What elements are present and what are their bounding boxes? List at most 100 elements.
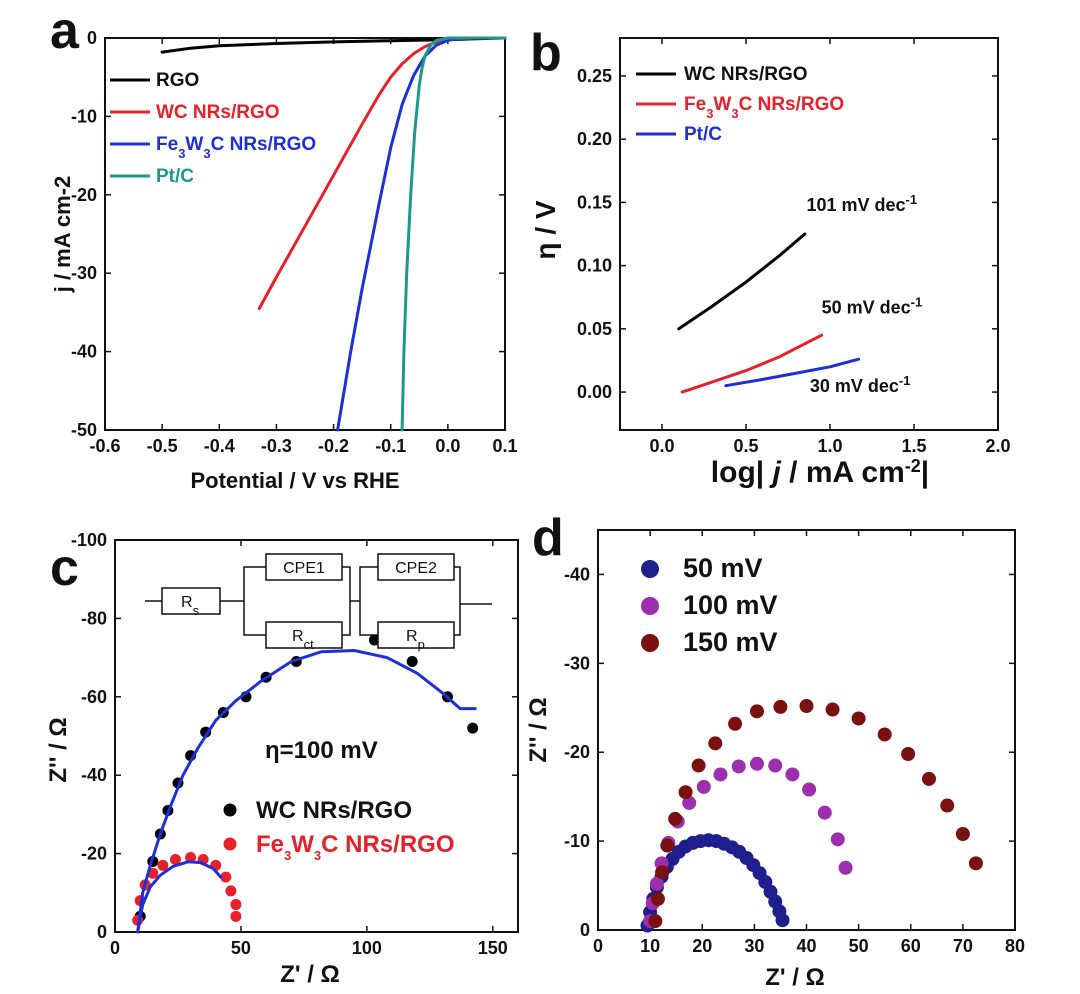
data-point-150-mv (921, 771, 936, 786)
legend-label-150-mv: 150 mV (683, 627, 778, 657)
circuit-rs-label: Rs (181, 594, 200, 618)
y-tick-label: -40 (81, 765, 107, 785)
y-tick-label: -20 (71, 185, 97, 205)
legend-marker-100-mv (641, 597, 659, 615)
legend-label-fe3w3c-nrs-rgo: Fe3W3C NRs/RGO (256, 831, 455, 863)
legend-label-wc-nrs-rgo: WC NRs/RGO (256, 797, 412, 824)
circuit-rs (161, 587, 221, 615)
equivalent-circuit: Rs CPE1 Rct CPE2 Rp (145, 553, 492, 652)
y-tick-label: 0.25 (577, 66, 612, 86)
x-tick-label: 70 (953, 936, 973, 956)
data-point-wc-nrs-rgo (368, 634, 380, 646)
y-tick-label: -20 (81, 844, 107, 864)
x-tick-label: 0.0 (649, 436, 674, 456)
x-axis-label: Z' / Ω (280, 961, 340, 988)
y-tick-label: -80 (81, 608, 107, 628)
x-tick-label: 40 (796, 936, 816, 956)
y-tick-label: -40 (71, 342, 97, 362)
slope-annotation: 101 mV dec-1 (806, 192, 917, 216)
plot-frame (104, 37, 506, 431)
x-tick-label: 150 (478, 938, 508, 958)
circuit-cpe1-label: CPE1 (283, 560, 325, 577)
x-tick-label: 80 (1005, 936, 1025, 956)
data-point-150-mv (660, 838, 675, 853)
slope-annotation: 30 mV dec-1 (810, 373, 911, 397)
data-point-150-mv (749, 704, 764, 719)
circuit-cpe2-label: CPE2 (395, 560, 437, 577)
circuit-wire (359, 566, 378, 636)
data-point-150-mv (648, 914, 663, 929)
x-tick-label: 10 (640, 936, 660, 956)
data-point-fe3w3c-nrs-rgo (225, 885, 237, 897)
data-point-150-mv (968, 856, 983, 871)
x-tick-label: 0.5 (733, 436, 758, 456)
x-tick-label: 60 (901, 936, 921, 956)
data-point-100-mv (785, 767, 800, 782)
panel-letter-b: b (530, 24, 562, 82)
x-tick-label: 0 (593, 936, 603, 956)
y-tick-label: 0.10 (577, 256, 612, 276)
y-tick-label: -20 (564, 742, 590, 762)
x-tick-label: -0.6 (89, 436, 120, 456)
data-point-100-mv (649, 876, 664, 891)
legend-label-wc-nrs-rgo: WC NRs/RGO (684, 64, 808, 85)
x-tick-label: 1.0 (817, 436, 842, 456)
data-point-150-mv (678, 785, 693, 800)
legend-marker-fe3w3c-nrs-rgo (223, 837, 237, 851)
x-tick-label: 0.1 (492, 436, 517, 456)
data-point-150-mv (691, 758, 706, 773)
y-tick-label: -30 (564, 653, 590, 673)
data-point-150-mv (877, 727, 892, 742)
x-tick-label: 30 (744, 936, 764, 956)
data-point-fe3w3c-nrs-rgo (169, 853, 181, 865)
x-tick-label: 1.5 (901, 436, 926, 456)
x-tick-label: -0.3 (261, 436, 292, 456)
data-point-100-mv (749, 756, 764, 771)
y-tick-label: 0.15 (577, 192, 612, 212)
x-axis-label: Potential / V vs RHE (190, 468, 399, 493)
panel-letter-d: d (532, 509, 564, 567)
data-point-100-mv (682, 795, 697, 810)
data-point-150-mv (799, 699, 814, 713)
data-point-150-mv (650, 891, 665, 906)
legend-label-pt-c: Pt/C (156, 166, 194, 187)
data-point-100-mv (830, 832, 845, 847)
data-point-150-mv (655, 865, 670, 880)
data-point-150-mv (668, 811, 683, 826)
panel-letter-c: c (50, 539, 79, 597)
series-line-wc-nrs-rgo (257, 36, 507, 310)
legend-marker-50-mv (641, 560, 659, 578)
y-tick-label: -10 (71, 106, 97, 126)
data-point-150-mv (708, 736, 723, 751)
circuit-cpe1 (265, 553, 343, 581)
panel-letter-a: a (50, 2, 80, 60)
legend-label-pt-c: Pt/C (684, 124, 722, 145)
data-point-150-mv (851, 711, 866, 726)
circuit-rp-label: Rp (406, 628, 425, 652)
circuit-wire (454, 566, 461, 636)
condition-annotation: η=100 mV (265, 737, 378, 764)
fit-curve-fe3w3c-nrs-rgo (136, 860, 223, 934)
data-point-fe3w3c-nrs-rgo (230, 899, 242, 911)
legend-label-50-mv: 50 mV (683, 553, 763, 583)
legend-marker-wc-nrs-rgo (223, 803, 237, 817)
y-axis-label: Z'' / Ω (45, 717, 72, 782)
series-line-pt-c (724, 357, 861, 388)
x-tick-label: -0.5 (147, 436, 178, 456)
x-axis-label: log| j / mA cm-2| (711, 456, 929, 489)
x-tick-label: 2.0 (985, 436, 1010, 456)
plot-frame (619, 37, 999, 431)
y-tick-label: 0 (97, 922, 107, 942)
y-axis-label: Z'' / Ω (525, 697, 552, 762)
panel-d-nyquist-chart: 0 10 20 30 40 50 60 70 80 0 -10 -20 -30 -40 50 mV 100 m… (525, 529, 1025, 991)
circuit-wire (243, 566, 266, 636)
series-line-fe3w3c-nrs-rgo (680, 333, 824, 394)
data-point-100-mv (731, 759, 746, 774)
x-tick-label: -0.1 (375, 436, 406, 456)
legend-label-wc-nrs-rgo: WC NRs/RGO (156, 102, 280, 123)
x-tick-label: 0.0 (435, 436, 460, 456)
x-tick-label: 0 (110, 938, 120, 958)
x-axis-label: Z' / Ω (765, 964, 825, 991)
data-point-150-mv (955, 827, 970, 841)
